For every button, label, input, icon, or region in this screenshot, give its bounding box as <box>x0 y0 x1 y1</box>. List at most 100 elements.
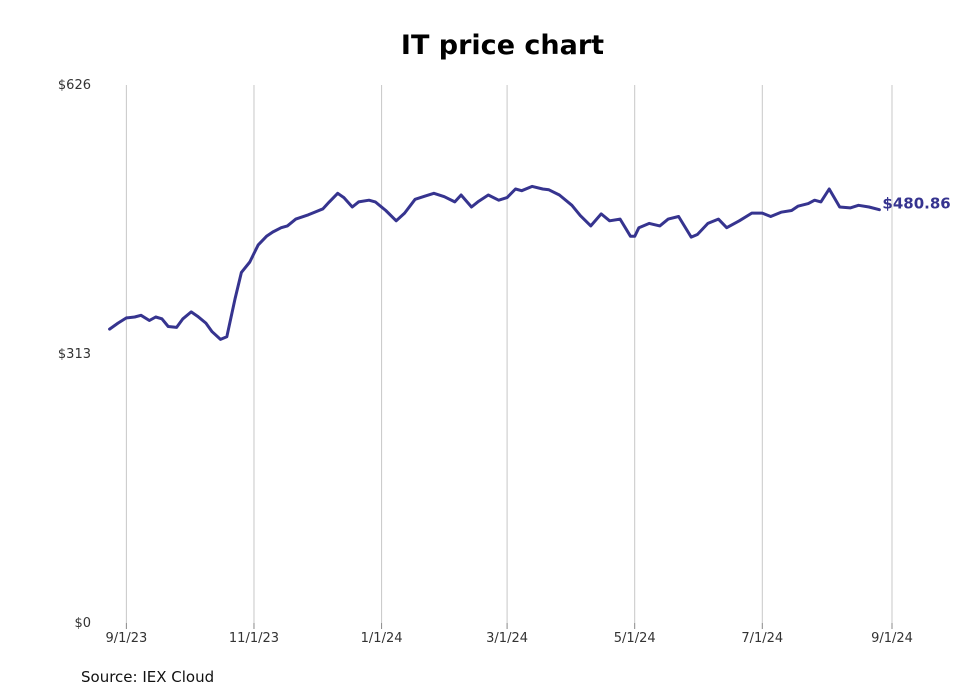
price-point <box>600 212 603 216</box>
price-point <box>453 200 456 204</box>
price-point <box>514 187 517 191</box>
price-point <box>696 233 699 236</box>
price-point <box>328 200 331 204</box>
price-point <box>271 230 274 234</box>
price-point <box>878 208 881 211</box>
price-point <box>384 209 387 212</box>
price-point <box>750 211 753 215</box>
price-point <box>706 222 710 225</box>
price-point <box>658 224 661 228</box>
price-point <box>633 235 636 238</box>
price-point <box>629 235 632 238</box>
price-point <box>225 335 228 338</box>
price-point <box>204 321 208 325</box>
price-point <box>779 211 783 214</box>
price-point <box>761 211 764 215</box>
x-tick-label: 9/1/24 <box>871 631 913 646</box>
price-point <box>219 338 222 341</box>
price-point <box>579 214 582 217</box>
price-point <box>690 235 693 239</box>
price-point <box>618 217 622 221</box>
price-point <box>108 327 111 331</box>
price-point <box>796 205 800 208</box>
price-point <box>531 185 534 188</box>
price-point <box>608 219 611 222</box>
price-point <box>717 217 720 221</box>
price-point <box>476 200 479 204</box>
price-point <box>357 200 360 204</box>
price-point <box>257 243 260 247</box>
price-point <box>294 217 297 221</box>
price-series-line <box>108 184 881 341</box>
price-point <box>395 219 398 222</box>
price-point <box>133 315 136 319</box>
price-point <box>505 196 509 199</box>
price-point <box>813 199 816 202</box>
price-point <box>160 317 164 320</box>
price-point <box>769 215 772 218</box>
price-point <box>210 330 214 333</box>
price-point <box>307 213 310 216</box>
last-price-label: $480.86 <box>882 195 950 213</box>
price-point <box>240 271 243 274</box>
price-point <box>148 319 151 322</box>
price-point <box>648 222 651 225</box>
price-point <box>849 206 852 210</box>
price-point <box>807 202 810 205</box>
price-point <box>637 226 641 229</box>
price-point <box>252 252 256 255</box>
price-point <box>725 226 728 229</box>
y-tick-label: $626 <box>58 78 91 93</box>
price-point <box>432 192 436 195</box>
price-point <box>487 193 490 197</box>
price-point <box>443 195 446 198</box>
y-axis: $626 $313 $0 <box>58 78 91 631</box>
chart-title: IT price chart <box>400 30 605 61</box>
gridlines <box>125 85 893 623</box>
price-point <box>838 205 841 209</box>
price-point <box>139 314 143 317</box>
x-axis: 9/1/23 11/1/23 1/1/24 3/1/24 5/1/24 7/1/24 9/1… <box>105 623 913 646</box>
price-point <box>497 199 500 202</box>
price-point <box>470 205 473 209</box>
price-point <box>738 219 741 222</box>
x-tick-label: 7/1/24 <box>741 631 783 646</box>
price-point <box>413 198 417 201</box>
price-point <box>819 200 823 204</box>
price-point <box>424 194 427 198</box>
price-point <box>520 189 523 192</box>
source-note: Source: IEX Cloud <box>81 668 215 686</box>
price-point <box>336 192 339 195</box>
x-tick-label: 11/1/23 <box>229 631 279 646</box>
price-point <box>351 205 354 209</box>
price-point <box>667 217 670 221</box>
price-point <box>181 317 185 320</box>
price-point <box>321 207 325 210</box>
x-tick-label: 3/1/24 <box>486 631 528 646</box>
price-point <box>558 193 561 197</box>
price-point <box>857 204 860 207</box>
x-tick-label: 5/1/24 <box>614 631 656 646</box>
price-point <box>167 325 170 328</box>
price-point <box>790 209 793 212</box>
price-point <box>125 316 128 320</box>
price-point <box>403 211 406 215</box>
price-point <box>196 315 199 318</box>
price-point <box>175 326 178 329</box>
y-tick-label: $313 <box>58 347 91 362</box>
price-point <box>248 260 251 264</box>
price-point <box>313 211 316 214</box>
price-point <box>286 224 289 228</box>
x-tick-label: 1/1/24 <box>361 631 403 646</box>
price-point <box>547 188 551 191</box>
price-point <box>828 187 831 191</box>
price-point <box>867 205 871 209</box>
price-point <box>342 196 346 199</box>
price-point <box>570 204 574 207</box>
x-tick-label: 9/1/23 <box>105 631 147 646</box>
price-point <box>589 224 592 228</box>
price-point <box>154 315 157 319</box>
price-point <box>265 235 268 238</box>
price-point <box>541 187 544 191</box>
